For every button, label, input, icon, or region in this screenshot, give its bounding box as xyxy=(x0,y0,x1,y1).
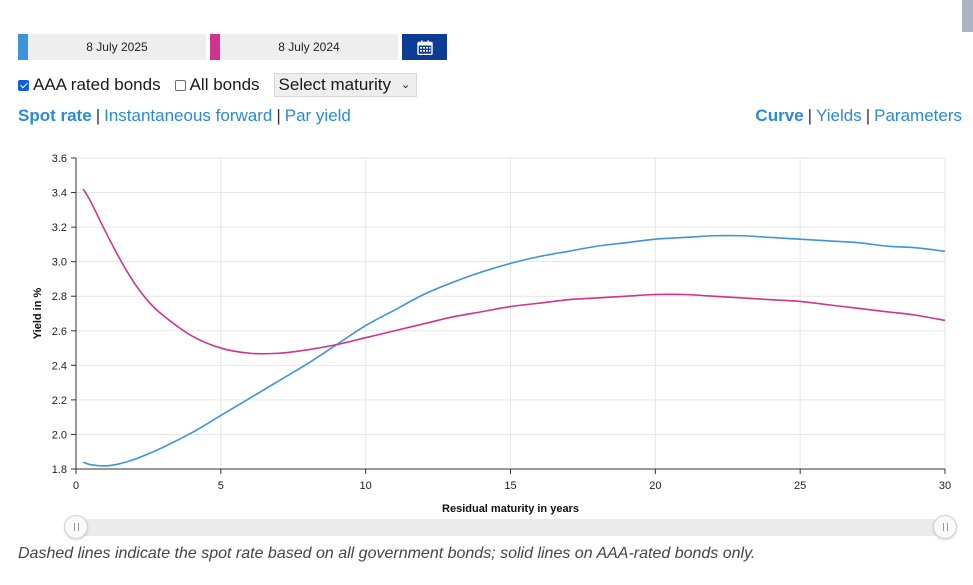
all-bonds-checkbox[interactable] xyxy=(174,79,186,91)
aaa-bonds-checkbox[interactable] xyxy=(18,79,29,91)
grip-icon xyxy=(73,523,79,531)
maturity-select-value: Select maturity xyxy=(278,75,391,94)
link-curve[interactable]: Curve xyxy=(755,106,804,125)
series-line-2 xyxy=(82,188,946,355)
link-separator: | xyxy=(95,106,101,125)
y-tick-label: 2.2 xyxy=(52,395,67,407)
first-date-marker xyxy=(18,34,28,60)
series-line-1 xyxy=(82,234,946,467)
page-scrollbar[interactable] xyxy=(962,0,973,32)
y-tick-label: 2.4 xyxy=(52,360,67,372)
link-separator: | xyxy=(276,106,281,125)
link-separator: | xyxy=(865,106,871,125)
y-tick-label: 3.2 xyxy=(52,222,67,234)
y-axis-title: Yield in % xyxy=(32,288,44,340)
link-instantaneous-forward[interactable]: Instantaneous forward xyxy=(104,106,273,125)
x-tick-label: 10 xyxy=(360,480,372,492)
y-tick-label: 1.8 xyxy=(52,464,67,476)
x-tick-label: 0 xyxy=(73,480,79,492)
range-slider-end-handle[interactable] xyxy=(933,515,957,539)
all-bonds-label[interactable]: All bonds xyxy=(189,75,260,94)
chart-caption: Dashed lines indicate the spot rate base… xyxy=(18,545,756,562)
x-tick-label: 5 xyxy=(218,480,224,492)
y-tick-label: 2.6 xyxy=(52,326,67,338)
range-slider-track[interactable] xyxy=(76,519,945,536)
yield-curve-chart: 1.8 2.0 2.2 2.4 2.6 2.8 3.0 3.2 3.4 3.6 0 5 10 15 20 25… xyxy=(32,153,951,515)
link-parameters[interactable]: Parameters xyxy=(874,106,962,125)
aaa-bonds-label[interactable]: AAA rated bonds xyxy=(33,75,161,94)
second-date-field[interactable]: 8 July 2024 xyxy=(220,34,398,60)
range-slider-start-handle[interactable] xyxy=(64,515,88,539)
view-links: Curve | Yields | Parameters xyxy=(755,106,962,126)
y-tick-label: 2.8 xyxy=(52,291,67,303)
calendar-icon xyxy=(416,40,433,55)
x-axis-title: Residual maturity in years xyxy=(442,503,579,515)
link-yields[interactable]: Yields xyxy=(816,106,862,125)
y-tick-label: 2.0 xyxy=(52,429,67,441)
link-spot-rate[interactable]: Spot rate xyxy=(18,106,92,125)
link-separator: | xyxy=(807,106,813,125)
x-tick-label: 15 xyxy=(504,480,516,492)
y-tick-label: 3.6 xyxy=(52,153,67,165)
calendar-button[interactable] xyxy=(402,34,447,60)
y-tick-label: 3.0 xyxy=(52,257,67,269)
x-tick-label: 20 xyxy=(649,480,661,492)
grip-icon xyxy=(942,523,948,531)
y-tick-label: 3.4 xyxy=(52,188,67,200)
maturity-select[interactable]: Select maturity ⌄ xyxy=(273,73,418,97)
link-par-yield[interactable]: Par yield xyxy=(284,106,351,125)
chevron-down-icon: ⌄ xyxy=(400,79,411,91)
x-tick-label: 25 xyxy=(794,480,806,492)
x-tick-label: 30 xyxy=(939,480,951,492)
second-date-marker xyxy=(210,34,220,60)
bond-options: AAA rated bonds All bonds Select maturit… xyxy=(18,73,418,97)
rate-type-links: Spot rate | Instantaneous forward | Par yiel… xyxy=(18,106,351,126)
first-date-field[interactable]: 8 July 2025 xyxy=(28,34,206,60)
